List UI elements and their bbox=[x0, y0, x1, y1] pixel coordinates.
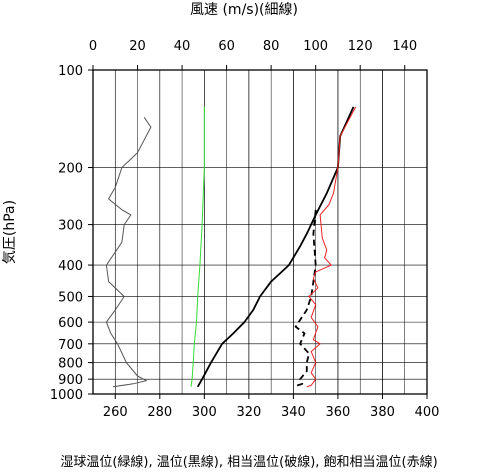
y-tick-label: 500 bbox=[58, 290, 83, 305]
series-line-2 bbox=[196, 106, 355, 388]
bottom-tick-label: 400 bbox=[415, 405, 440, 420]
bottom-tick-label: 300 bbox=[192, 405, 217, 420]
top-tick-label: 60 bbox=[218, 39, 235, 54]
series-line-4 bbox=[306, 106, 357, 388]
tick-labels: 260 280 300 320 340 360 380 400 0 20 40 60 80 100 120 1… bbox=[50, 39, 440, 420]
bottom-tick-label: 340 bbox=[281, 405, 306, 420]
series-line-1 bbox=[190, 106, 205, 387]
grid bbox=[88, 65, 428, 399]
series-line-3 bbox=[293, 209, 317, 388]
y-tick-label: 400 bbox=[58, 259, 83, 274]
top-tick-label: 100 bbox=[303, 39, 328, 54]
bottom-tick-label: 320 bbox=[236, 405, 261, 420]
bottom-tick-label: 280 bbox=[147, 405, 172, 420]
y-tick-label: 200 bbox=[58, 162, 83, 177]
y-tick-label: 800 bbox=[58, 357, 83, 372]
bottom-axis-label: 湿球温位(緑線), 温位(黒線), 相当温位(破線), 飽和相当温位(赤線) bbox=[60, 454, 437, 470]
top-tick-label: 120 bbox=[348, 39, 373, 54]
top-tick-label: 80 bbox=[263, 39, 280, 54]
top-tick-label: 0 bbox=[89, 39, 97, 54]
series-line-0 bbox=[105, 117, 152, 388]
y-tick-label: 1000 bbox=[50, 388, 83, 403]
y-tick-label: 300 bbox=[58, 219, 83, 234]
top-axis-label: 風速 (m/s)(細線) bbox=[190, 2, 298, 18]
y-tick-label: 900 bbox=[58, 373, 83, 388]
top-tick-label: 20 bbox=[129, 39, 146, 54]
bottom-tick-label: 380 bbox=[370, 405, 395, 420]
y-tick-label: 100 bbox=[58, 64, 83, 79]
top-tick-label: 40 bbox=[174, 39, 191, 54]
plot-frame bbox=[92, 69, 428, 395]
y-tick-label: 600 bbox=[58, 316, 83, 331]
y-axis-label: 気圧(hPa) bbox=[2, 200, 18, 264]
series-layer bbox=[105, 106, 357, 388]
bottom-tick-label: 260 bbox=[103, 405, 128, 420]
bottom-tick-label: 360 bbox=[326, 405, 351, 420]
y-tick-label: 700 bbox=[58, 338, 83, 353]
top-tick-label: 140 bbox=[392, 39, 417, 54]
